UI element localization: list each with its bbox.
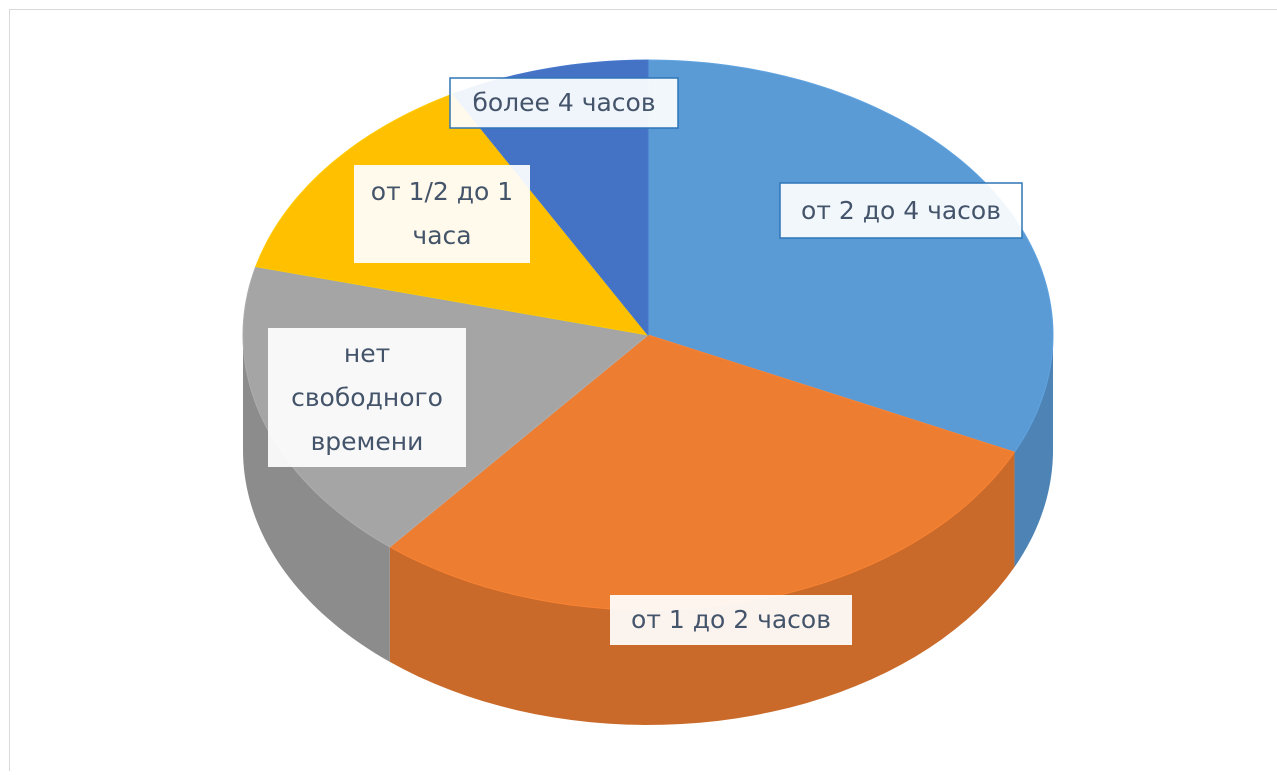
label-holder: от 1/2 до 1 часа <box>354 165 530 263</box>
label-holder: нет свободного времени <box>268 328 466 467</box>
label-holder: от 2 до 4 часов <box>780 183 1022 238</box>
label-holder: более 4 часов <box>450 78 678 128</box>
label-holder: от 1 до 2 часов <box>610 595 852 645</box>
data-label: от 2 до 4 часов <box>780 183 1022 238</box>
data-label: от 1 до 2 часов <box>610 595 852 645</box>
data-label: более 4 часов <box>450 78 678 128</box>
data-label: нет свободного времени <box>268 328 466 467</box>
data-label: от 1/2 до 1 часа <box>354 165 530 263</box>
